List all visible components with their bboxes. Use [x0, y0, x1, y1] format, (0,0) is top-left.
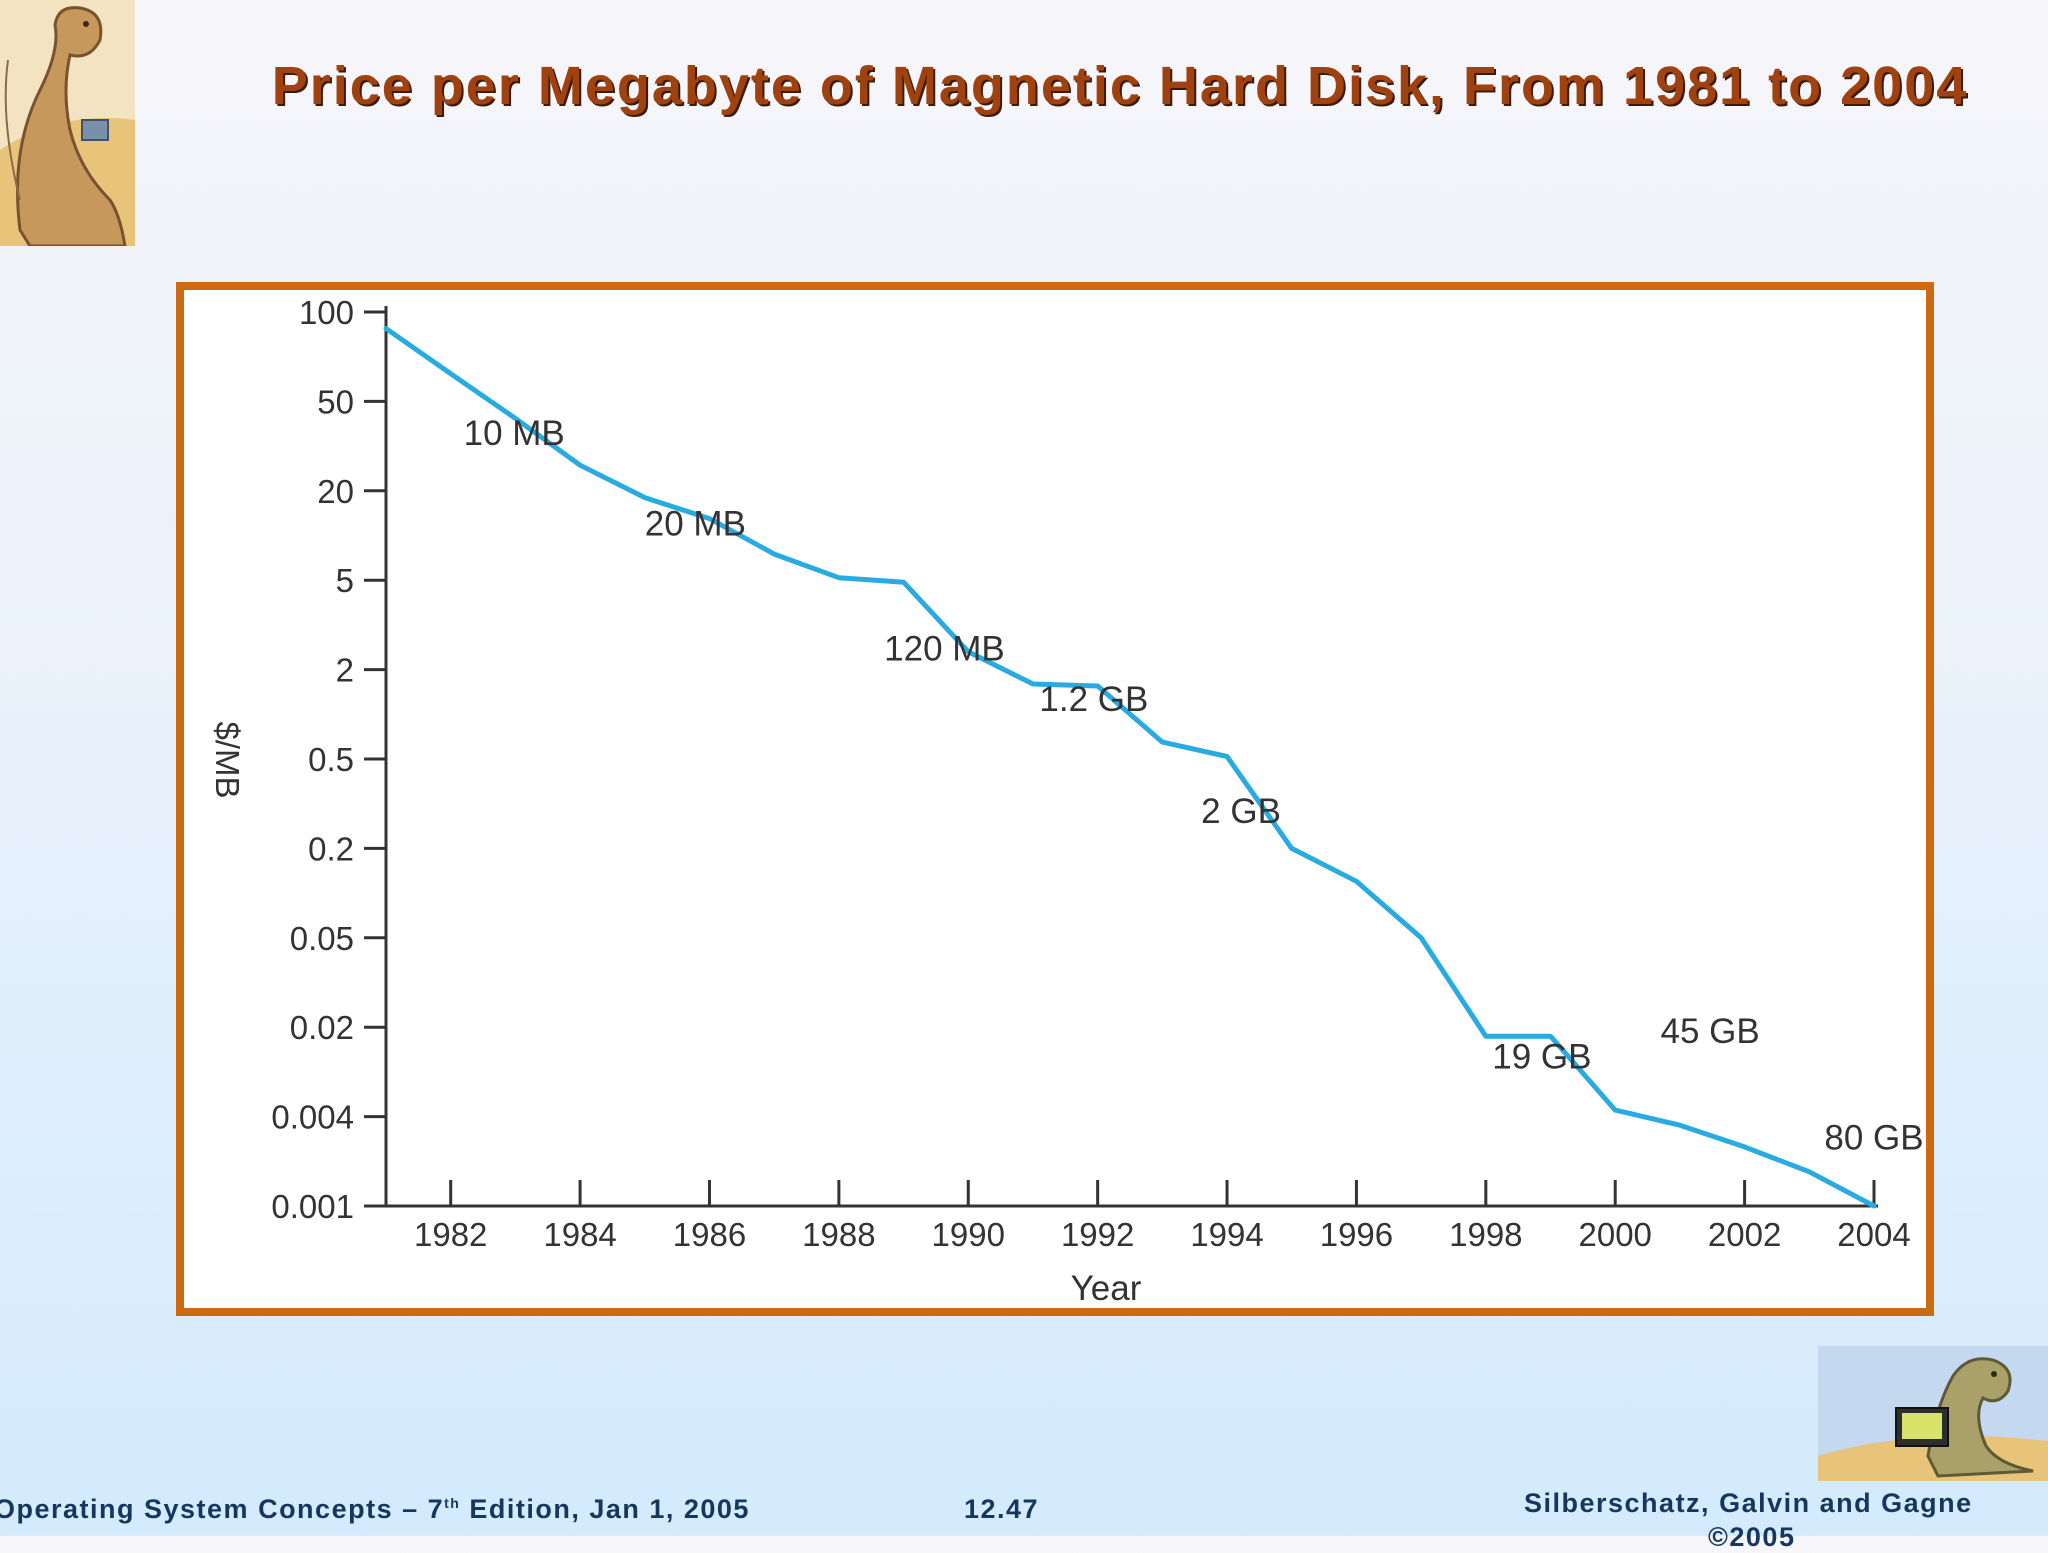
x-tick-label: 1982 [414, 1216, 487, 1253]
x-tick-label: 2004 [1837, 1216, 1910, 1253]
footer-page-number: 12.47 [964, 1494, 1040, 1524]
x-tick-label: 1994 [1190, 1216, 1263, 1253]
y-tick-label: 100 [299, 294, 354, 331]
slide-title: Price per Megabyte of Magnetic Hard Disk… [271, 56, 1969, 116]
capacity-annotation: 80 GB [1824, 1119, 1923, 1158]
x-tick-label: 1984 [543, 1216, 616, 1253]
capacity-annotation: 10 MB [464, 414, 565, 453]
y-tick-label: 50 [317, 383, 354, 420]
y-tick-label: 0.5 [308, 741, 354, 778]
y-tick-label: 0.001 [271, 1188, 354, 1225]
y-axis-title: $/MB [209, 721, 246, 798]
capacity-annotation: 45 GB [1661, 1012, 1760, 1051]
x-tick-label: 1996 [1320, 1216, 1393, 1253]
footer-copyright: ©2005 [1708, 1522, 1796, 1552]
dinosaur-logo-bottom [1818, 1346, 2048, 1481]
price-series-line [383, 326, 1877, 1209]
chart-frame: 100 50 20 5 2 0.5 0.2 0.05 0.02 0.004 0.001 1982 198… [176, 282, 1934, 1316]
capacity-annotation: 20 MB [645, 505, 746, 544]
capacity-annotation: 19 GB [1492, 1038, 1591, 1077]
y-tick-label: 20 [317, 473, 354, 510]
y-tick-label: 0.2 [308, 830, 354, 867]
y-tick-label: 0.004 [271, 1099, 354, 1136]
footer-course-title: Operating System Concepts – 7th Edition,… [0, 1494, 750, 1524]
price-per-megabyte-chart: 100 50 20 5 2 0.5 0.2 0.05 0.02 0.004 0.001 1982 198… [209, 294, 1924, 1308]
y-tick-label: 5 [336, 562, 354, 599]
x-tick-label: 2000 [1579, 1216, 1652, 1253]
x-tick-label: 1990 [932, 1216, 1005, 1253]
x-tick-label: 1986 [673, 1216, 746, 1253]
dinosaur-logo-top [0, 0, 135, 248]
x-tick-label: 2002 [1708, 1216, 1781, 1253]
y-tick-label: 0.02 [290, 1009, 354, 1046]
x-tick-label: 1992 [1061, 1216, 1134, 1253]
y-tick-label: 0.05 [290, 920, 354, 957]
footer-authors: Silberschatz, Galvin and Gagne [1524, 1488, 1973, 1518]
capacity-annotation: 120 MB [884, 629, 1005, 668]
capacity-annotation: 1.2 GB [1039, 680, 1148, 719]
capacity-annotation: 2 GB [1201, 792, 1281, 831]
y-tick-label: 2 [336, 652, 354, 689]
x-tick-label: 1988 [802, 1216, 875, 1253]
x-axis-title: Year [1071, 1269, 1142, 1308]
x-tick-label: 1998 [1449, 1216, 1522, 1253]
